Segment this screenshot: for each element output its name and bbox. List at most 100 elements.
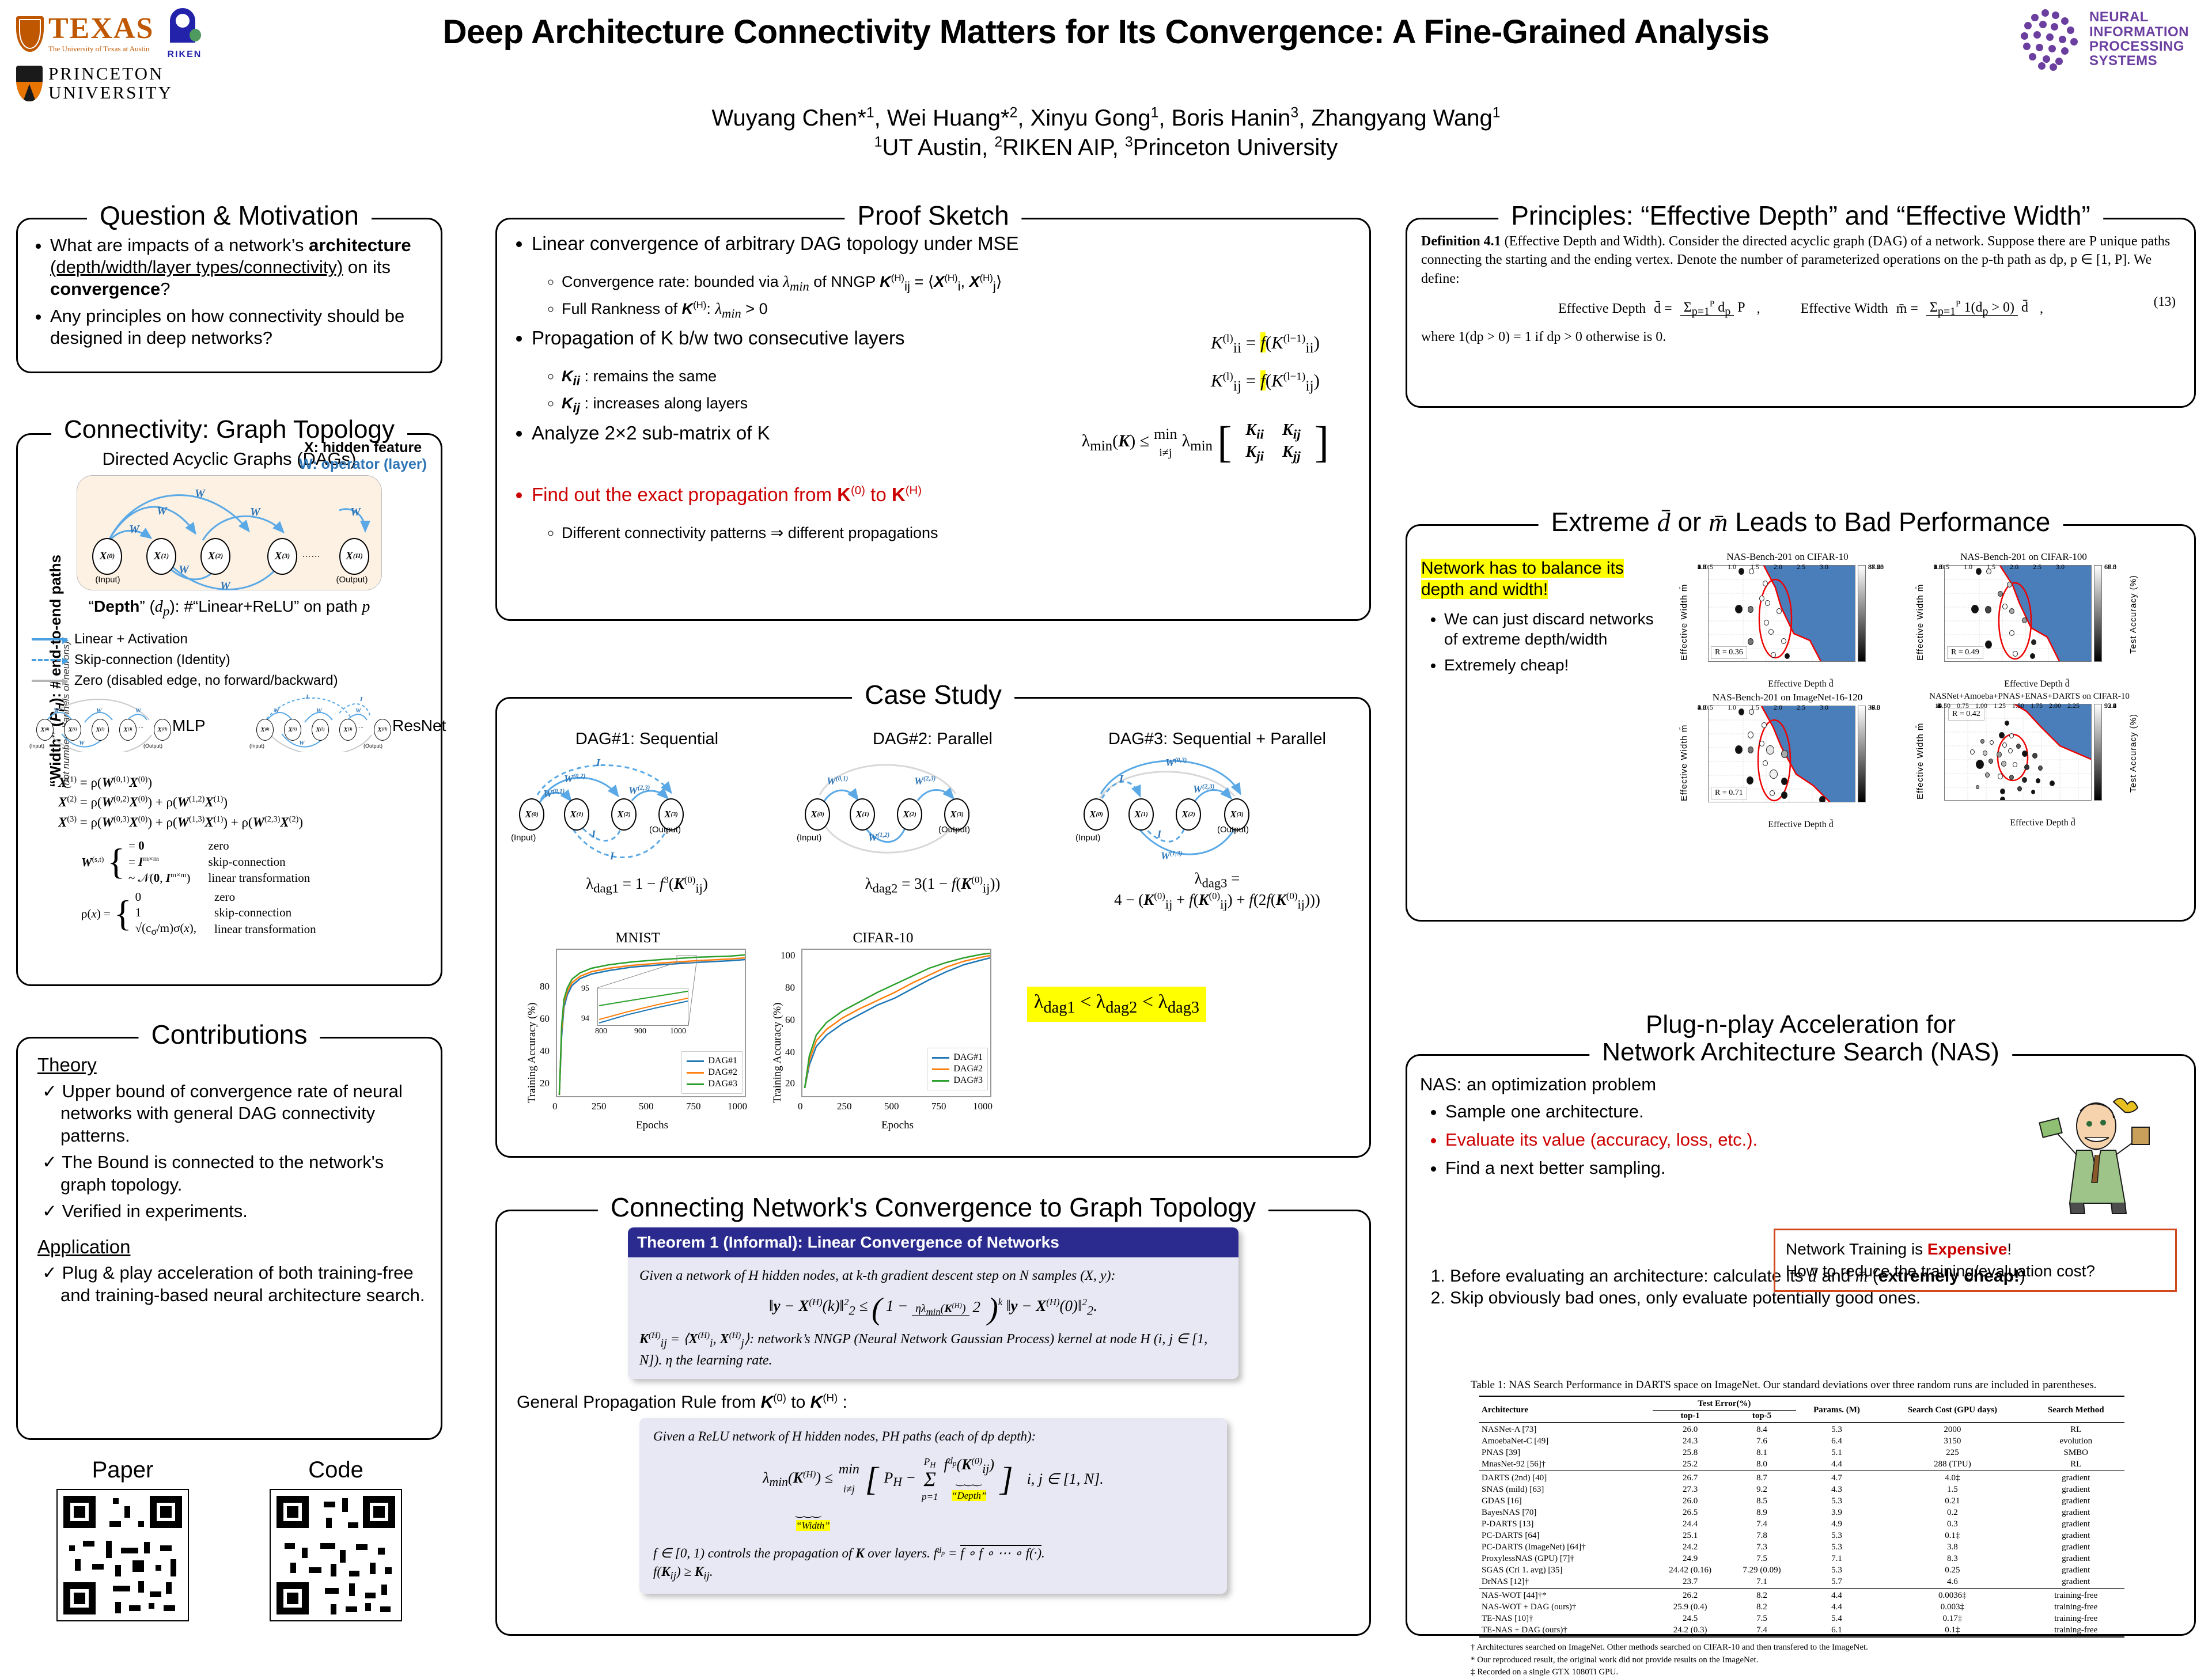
nas-bullets: Sample one architecture. Evaluate its va…	[1420, 1100, 2181, 1179]
panel-title-case-study: Case Study	[852, 679, 1014, 710]
scatter-darts-ylabel: Effective Width m̄	[1915, 722, 1925, 799]
table-cell: 4.4	[1831, 1602, 1842, 1612]
list-item: ✓ The Bound is connected to the network'…	[42, 1152, 384, 1195]
theorem-line-1: Given a network of H hidden nodes, at k-…	[639, 1268, 1116, 1283]
nas-table-block: Table 1: NAS Search Performance in DARTS…	[1425, 1378, 2179, 1679]
qr-paper-caption: Paper	[92, 1457, 154, 1483]
table-cell: 0.2	[1947, 1508, 1958, 1518]
ut-shield-icon	[16, 16, 44, 52]
dag-node-xh: X (H)	[339, 538, 369, 575]
table-rule	[1479, 1587, 2124, 1590]
effective-depth-equation: Effective Depth d̄ = Σp=1P dp P,	[1558, 300, 1760, 318]
propagation-equations: X(1) = ρ(W(0,1)X(0)) X(2) = ρ(W(0,2)X(0)…	[58, 773, 441, 833]
qr-code-code[interactable]	[270, 1489, 402, 1621]
list-item: Before evaluating an architecture: calcu…	[1450, 1265, 2181, 1287]
dag-edges-svg	[106, 494, 370, 590]
theorem-equation: ‖y − X(H)(k)‖22 ≤ ( 1 − ηλmin(K(H)) 2 )k …	[769, 1291, 1097, 1326]
application-heading: Application	[37, 1235, 131, 1257]
panel-nas: Plug-n-play Acceleration for Network Arch…	[1406, 1011, 2196, 1677]
table-cell: SMBO	[2063, 1448, 2089, 1458]
qr-section: Paper	[16, 1457, 442, 1621]
scatter-cifar10-ylabel: Effective Width m̄	[1679, 583, 1689, 661]
table-cell: RL	[2070, 1460, 2082, 1469]
panel-title-extreme: Extreme d̄ or m̄ Leads to Bad Performanc…	[1538, 506, 2063, 537]
qr-code-cell[interactable]: Code	[270, 1457, 402, 1621]
th-test-error: Test Error(%)	[1652, 1398, 1796, 1411]
dag-diagram: X (0) X (1) X (2) X (3) X (H) …… (Input) (Out…	[77, 475, 382, 592]
gpr-card: Given a ReLU network of H hidden nodes, …	[639, 1418, 1227, 1594]
theorem-card: Theorem 1 (Informal): Linear Convergence…	[628, 1227, 1238, 1379]
nas-steps: Before evaluating an architecture: calcu…	[1420, 1265, 2181, 1309]
affiliations-line: 1UT Austin, 2RIKEN AIP, 3Princeton Unive…	[874, 134, 1338, 161]
gpr-line-2: f ∈ [0, 1) controls the propagation of K…	[653, 1545, 1045, 1561]
zero-edge-icon	[32, 678, 69, 685]
theorem-header: Theorem 1 (Informal): Linear Convergence…	[628, 1227, 1238, 1257]
frustrated-person-illustration	[2027, 1090, 2160, 1223]
list-item: Full Rankness of K(H): λmin > 0	[562, 300, 1358, 321]
panel-connectivity: Connectivity: Graph Topology Directed Ac…	[16, 415, 446, 986]
panel-proof-sketch: Proof Sketch Linear convergence of arbit…	[495, 200, 1371, 621]
panel-contributions: Contributions Theory ✓ Upper bound of co…	[16, 1019, 442, 1440]
table-cell: 5.3	[1831, 1496, 1842, 1506]
list-item-highlight: Find out the exact propagation from K(0)…	[532, 483, 1363, 542]
table-cell: gradient	[2062, 1577, 2090, 1587]
list-item: Linear convergence of arbitrary DAG topo…	[532, 232, 1363, 321]
list-item: ✓ Verified in experiments.	[42, 1201, 248, 1222]
princeton-logo: PRINCETON UNIVERSITY	[16, 64, 235, 102]
dag-ellipsis: ……	[302, 549, 320, 559]
table-footnotes: † Architectures searched on ImageNet. Ot…	[1471, 1642, 2133, 1679]
definition-equations: Effective Depth d̄ = Σp=1P dp P, Effectiv…	[1421, 294, 2180, 320]
list-item: Extremely cheap!	[1444, 655, 1663, 676]
scatter-imagenet16: NAS-Bench-201 on ImageNet-16-120 Effecti…	[1678, 692, 1897, 830]
lambda-ordering-highlight: λdag1 < λdag2 < λdag3	[1027, 987, 1207, 1022]
table-cell: 6.1	[1831, 1625, 1842, 1635]
proof-bullet-list: Linear convergence of arbitrary DAG topo…	[497, 219, 1369, 542]
mlp-label: MLP	[172, 716, 206, 734]
dag1-block: DAG#1: Sequential X (0	[509, 730, 785, 896]
resnet-diagram: X (0) X (1) X (2) X (3) X (H) ….. (Input) (Ou…	[248, 693, 446, 764]
list-item: Kij : increases along layers	[562, 394, 1358, 415]
table-cell: 27.3	[1683, 1485, 1698, 1495]
table-cell: 288 (TPU)	[1934, 1460, 1971, 1469]
table-cell: 24.3	[1683, 1437, 1698, 1446]
scatter-cifar10: NAS-Bench-201 on CIFAR-10 Effective Widt…	[1678, 551, 1897, 689]
definition-where: where 1(dp > 0) = 1 if dp > 0 otherwise …	[1421, 329, 1666, 344]
table-cell: P-DARTS [13]	[1482, 1519, 1534, 1529]
neurips-wordmark: NEURAL INFORMATION PROCESSING SYSTEMS	[2089, 9, 2189, 69]
chart-mnist-title: MNIST	[615, 930, 660, 946]
table-cell: 7.3	[1756, 1542, 1767, 1552]
scatter-cifar100-title: NAS-Bench-201 on CIFAR-100	[1960, 551, 2087, 562]
table-cell: 26.2	[1683, 1591, 1698, 1601]
panel-extreme: Extreme d̄ or m̄ Leads to Bad Performanc…	[1406, 506, 2196, 922]
skip-edge-icon	[32, 657, 69, 665]
table-cell: 7.5	[1756, 1554, 1767, 1564]
symbol-w: W: operator (layer)	[299, 456, 427, 472]
scatter-cifar100-plot: R = 0.49	[1944, 565, 2092, 662]
scatter-darts-title: NASNet+Amoeba+PNAS+ENAS+DARTS on CIFAR-1…	[1929, 692, 2130, 701]
table-cell: 24.42 (0.16)	[1669, 1566, 1712, 1575]
edge-legend: Linear + Activation Skip-connection (Ide…	[32, 629, 441, 691]
nas-results-table: Architecture Test Error(%) Params. (M) S…	[1479, 1396, 2124, 1639]
table-cell: 24.2	[1683, 1542, 1698, 1552]
chart-mnist: MNIST Training Accuracy (%)	[522, 930, 753, 1132]
table-cell: 26.0	[1683, 1496, 1698, 1506]
qr-paper-code[interactable]	[56, 1489, 189, 1621]
table-cell: 0.1‡	[1945, 1625, 1960, 1635]
table-row: ProxylessNAS (GPU) [7]† 24.9 7.5 7.1 8.3 grad…	[1479, 1553, 2124, 1565]
eq-lambda-min: λmin(K) ≤ min i≠j λmin [ Kii Kij Kji Kjj ]	[1081, 418, 1329, 467]
table-cell: 5.4	[1831, 1614, 1842, 1624]
effective-width-equation: Effective Width m̄ = Σp=1P 1(dp > 0) d̄,	[1800, 300, 2043, 318]
table-cell: 9.2	[1756, 1485, 1767, 1495]
table-cell: 26.7	[1683, 1473, 1698, 1483]
eq-x3: X(3) = ρ(W(0,3)X(0)) + ρ(W(1,3)X(1)) + ρ…	[58, 814, 304, 829]
th-architecture: Architecture	[1482, 1405, 1529, 1415]
table-cell: 225	[1946, 1448, 1959, 1458]
table-cell: AmoebaNet-C [49]	[1482, 1437, 1549, 1446]
legend-row-linear: Linear + Activation	[32, 629, 441, 650]
qr-paper-cell[interactable]: Paper	[56, 1457, 189, 1621]
table-cell: 26.5	[1683, 1508, 1698, 1518]
table-cell: 25.9 (0.4)	[1673, 1602, 1707, 1612]
scatter-imagenet16-xlabel: Effective Depth d̄	[1768, 820, 1834, 829]
table-cell: 5.3	[1831, 1425, 1842, 1435]
